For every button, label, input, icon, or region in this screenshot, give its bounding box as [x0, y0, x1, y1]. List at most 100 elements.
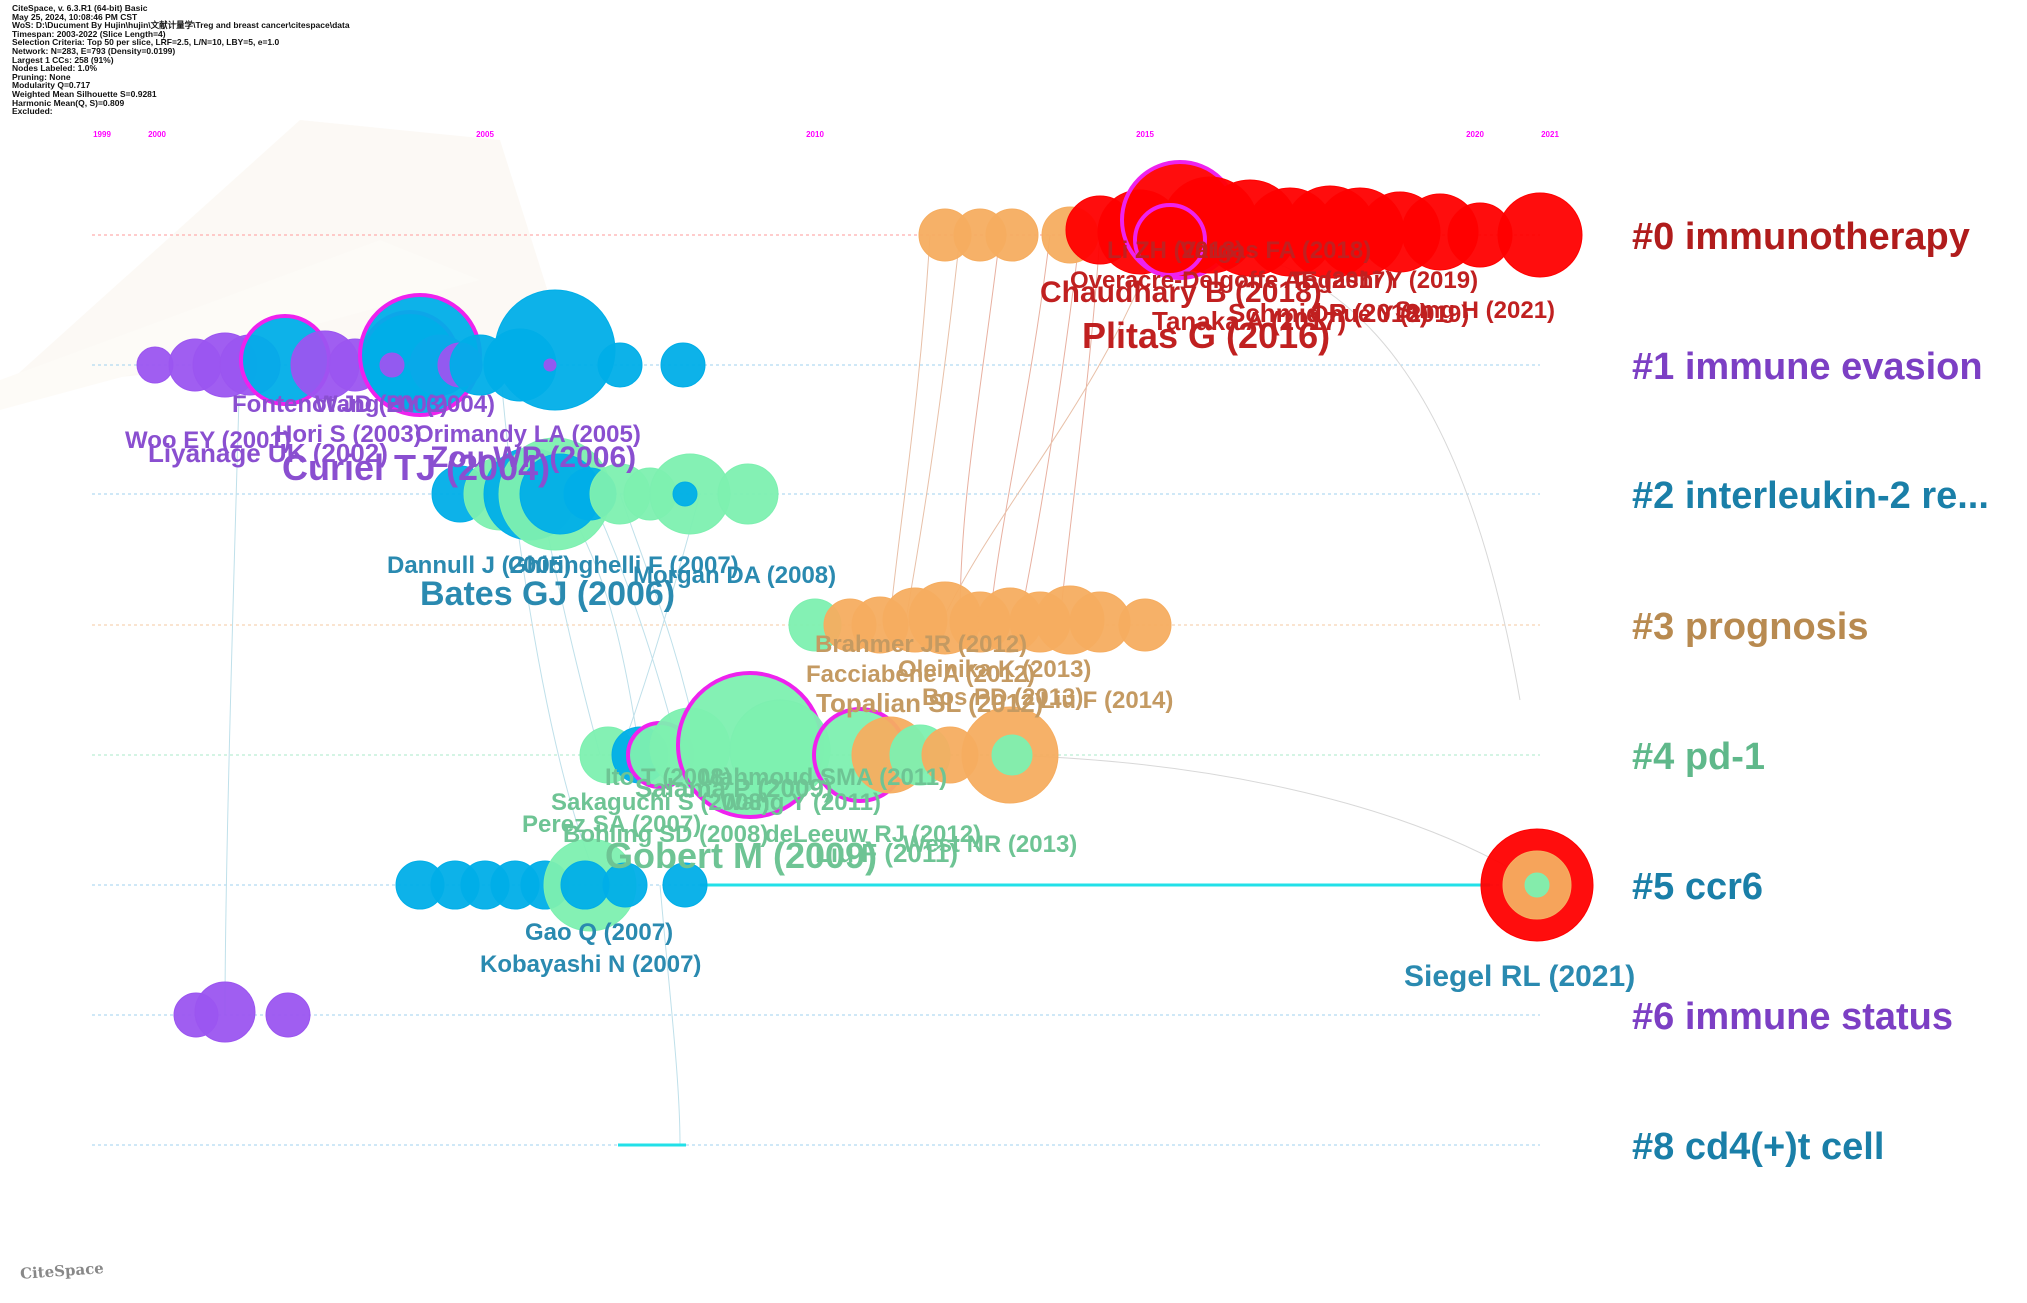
- summary-line: May 25, 2024, 10:08:46 PM CST: [12, 11, 138, 22]
- citation-node[interactable]: [662, 862, 708, 908]
- citation-node[interactable]: [494, 289, 616, 411]
- node-label: Tanaka A (2017): [1152, 306, 1346, 336]
- summary-line: WoS: D:\Ducument By Hujin\hujin\文献计量学\Tr…: [12, 20, 350, 31]
- summary-line: Nodes Labeled: 1.0%: [12, 63, 98, 74]
- node-label: Dannull J (2005): [387, 552, 571, 579]
- citation-nodes: [136, 160, 1594, 1043]
- node-label: Gobert M (2009): [605, 835, 877, 876]
- summary-line: Pruning: None: [12, 71, 71, 82]
- node-label: Bos PD (2013): [922, 684, 1083, 711]
- node-label: Plitas G (2016): [1082, 315, 1330, 356]
- node-label: Orimandy LA (2005): [415, 421, 641, 448]
- citation-link: [224, 364, 241, 1016]
- node-label: Schmid P (2018): [1228, 298, 1428, 328]
- cluster-label[interactable]: #5 ccr6: [1632, 866, 1763, 908]
- node-label: Woo EY (2001): [125, 427, 291, 454]
- node-label: Brahmer JR (2012): [815, 631, 1027, 658]
- summary-line: Weighted Mean Silhouette S=0.9281: [12, 88, 157, 99]
- node-label: Oleinika K (2013): [898, 656, 1091, 683]
- node-label: Bohling SD (2008): [563, 821, 768, 848]
- citation-link: [659, 884, 681, 1146]
- citation-link: [959, 234, 1001, 621]
- citation-node[interactable]: [660, 342, 706, 388]
- year-tick: 2015: [1136, 130, 1154, 139]
- citation-node[interactable]: [672, 481, 698, 507]
- year-tick: 2005: [476, 130, 494, 139]
- citation-node[interactable]: [379, 352, 405, 378]
- node-label: Sakaguchi S (2008): [551, 789, 770, 816]
- cluster-label[interactable]: #4 pd-1: [1632, 736, 1765, 778]
- node-label: Chaudhary B (2018): [1040, 276, 1322, 309]
- citation-node[interactable]: [597, 342, 643, 388]
- citation-node[interactable]: [1497, 192, 1583, 278]
- citation-link: [1059, 234, 1101, 621]
- year-tick: 2020: [1466, 130, 1484, 139]
- node-label: Vargas FA (2018): [1180, 237, 1371, 264]
- citation-node[interactable]: [985, 208, 1039, 262]
- cluster-label[interactable]: #0 immunotherapy: [1632, 216, 1970, 258]
- network-summary: CiteSpace, v. 6.3.R1 (64-bit) Basic May 2…: [12, 4, 350, 116]
- node-label: deLeeuw RJ (2012): [765, 821, 981, 848]
- citation-link: [889, 234, 931, 621]
- citation-node[interactable]: [265, 992, 311, 1038]
- citation-node[interactable]: [560, 860, 610, 910]
- summary-line: CiteSpace, v. 6.3.R1 (64-bit) Basic: [12, 3, 148, 13]
- node-label: Gao Q (2007): [525, 919, 673, 946]
- node-label: Mahmoud SMA (2011): [700, 764, 947, 791]
- citation-node[interactable]: [602, 862, 648, 908]
- node-label: Ito T (2008): [605, 764, 732, 791]
- year-tick: 1999: [93, 130, 111, 139]
- citation-node[interactable]: [1133, 203, 1207, 277]
- citation-node[interactable]: [991, 734, 1033, 776]
- node-label: Kobayashi N (2007): [480, 951, 701, 978]
- citation-link: [939, 234, 1161, 626]
- node-label: Fontenot JD (2003): [232, 391, 448, 418]
- citation-node[interactable]: [1524, 872, 1550, 898]
- cluster-label[interactable]: #6 immune status: [1632, 996, 1953, 1038]
- year-axis: 1999 2000 2005 2010 2015 2020 2021: [93, 130, 1559, 139]
- summary-line: Largest 1 CCs: 258 (91%): [12, 54, 114, 65]
- node-label: West NR (2013): [903, 831, 1077, 858]
- node-label: Sung H (2021): [1395, 297, 1555, 324]
- citation-node[interactable]: [717, 463, 779, 525]
- summary-line: Selection Criteria: Top 50 per slice, LR…: [12, 37, 280, 48]
- node-labels: Li ZH (2018)Vargas FA (2018) Overacre-Del…: [125, 237, 1635, 993]
- node-label: Zou WP (2006): [430, 441, 636, 474]
- citation-node[interactable]: [543, 358, 557, 372]
- citation-link: [1019, 234, 1081, 621]
- node-label: Liyanage UK (2002): [148, 438, 388, 468]
- cluster-label[interactable]: #8 cd4(+)t cell: [1632, 1126, 1884, 1168]
- node-label: Ghiringhelli F (2007): [508, 552, 739, 579]
- node-label: Ohue Y (2019): [1310, 301, 1469, 328]
- cluster-label[interactable]: #3 prognosis: [1632, 606, 1869, 648]
- year-tick: 2010: [806, 130, 824, 139]
- node-label: Liu F (2014): [1040, 687, 1173, 714]
- node-label: Siegel RL (2021): [1404, 960, 1635, 993]
- citation-links: [224, 234, 1531, 1147]
- cluster-label[interactable]: #1 immune evasion: [1632, 346, 1983, 388]
- citation-node[interactable]: [136, 346, 174, 384]
- node-label: Liu F (2011): [815, 838, 958, 868]
- cluster-labels: #0 immunotherapy #1 immune evasion #2 inte…: [1632, 216, 1989, 1168]
- node-label: Li ZH (2018): [1107, 237, 1243, 264]
- summary-line: Network: N=283, E=793 (Density=0.0199): [12, 45, 176, 56]
- citation-node[interactable]: [194, 981, 256, 1043]
- year-tick: 2000: [148, 130, 166, 139]
- node-label: Perez SA (2007): [522, 811, 701, 838]
- node-label: Curiel TJ (2004): [282, 447, 550, 488]
- node-label: Facciabene A (2012): [806, 661, 1035, 688]
- summary-line: Modularity Q=0.717: [12, 80, 91, 91]
- node-label: Overacre-Delgoffe AE (2017): [1070, 267, 1393, 294]
- citation-link: [904, 234, 961, 626]
- citation-link: [989, 234, 1051, 621]
- node-label: Salama P (2009): [635, 773, 833, 803]
- citation-node[interactable]: [1118, 598, 1172, 652]
- cluster-label[interactable]: #2 interleukin-2 re...: [1632, 475, 1989, 517]
- node-label: Togashi Y (2019): [1290, 267, 1478, 294]
- node-label: Topalian SL (2012): [816, 688, 1043, 718]
- node-label: Bates GJ (2006): [420, 575, 675, 613]
- node-label: Hori S (2003): [275, 421, 422, 448]
- node-label: Wang Y (2011): [720, 789, 881, 816]
- node-label: Wang HY (2004): [315, 391, 495, 418]
